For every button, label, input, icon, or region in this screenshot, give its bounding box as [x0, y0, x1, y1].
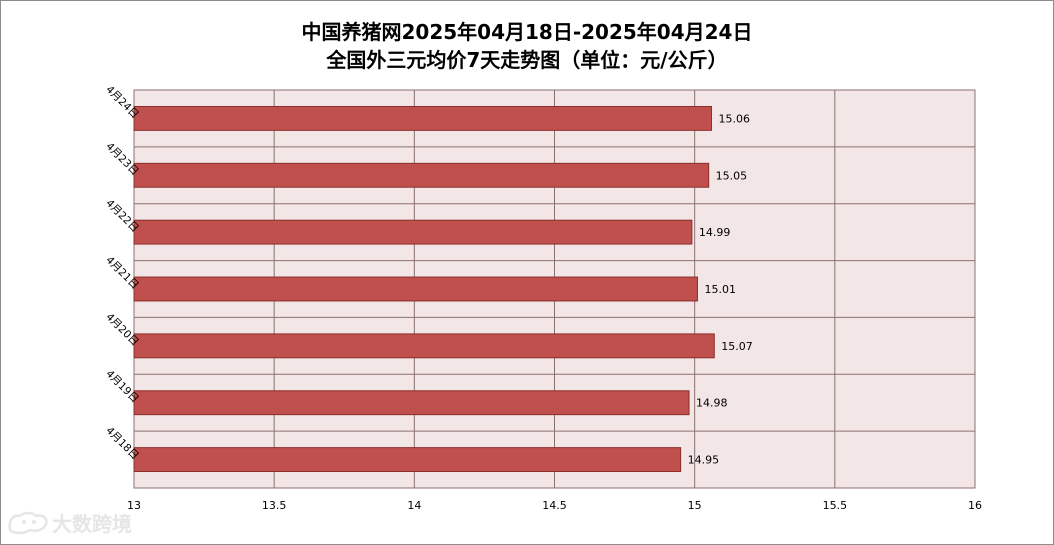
bar [133, 276, 698, 302]
x-tick-label: 15.5 [823, 499, 848, 512]
bar-value-label: 15.07 [721, 340, 753, 353]
chart-title-line1: 中国养猪网2025年04月18日-2025年04月24日 [301, 20, 753, 44]
bar [133, 333, 715, 359]
x-tick-label: 15 [688, 499, 702, 512]
bar-value-label: 15.05 [716, 169, 748, 182]
x-tick-label: 13.5 [262, 499, 287, 512]
bar [133, 390, 690, 416]
watermark-text: 大数跨境 [52, 512, 132, 536]
bar-value-label: 14.95 [688, 454, 720, 467]
watermark: 大数跨境 [6, 508, 132, 537]
bar-value-label: 15.01 [704, 283, 736, 296]
x-tick-label: 14.5 [542, 499, 567, 512]
bar [133, 219, 693, 245]
chart-title: 中国养猪网2025年04月18日-2025年04月24日 全国外三元均价7天走势… [0, 18, 1054, 74]
x-tick-label: 14 [407, 499, 421, 512]
bar-value-label: 14.98 [696, 397, 728, 410]
x-tick-label: 13 [127, 499, 141, 512]
x-tick-label: 16 [968, 499, 982, 512]
bar [133, 162, 710, 188]
bar-value-label: 14.99 [699, 226, 731, 239]
chart-title-line2: 全国外三元均价7天走势图（单位：元/公斤） [326, 48, 728, 72]
bar [133, 105, 712, 131]
bar [133, 447, 682, 473]
bar-value-label: 15.06 [718, 112, 750, 125]
dog-logo-icon [8, 511, 48, 534]
